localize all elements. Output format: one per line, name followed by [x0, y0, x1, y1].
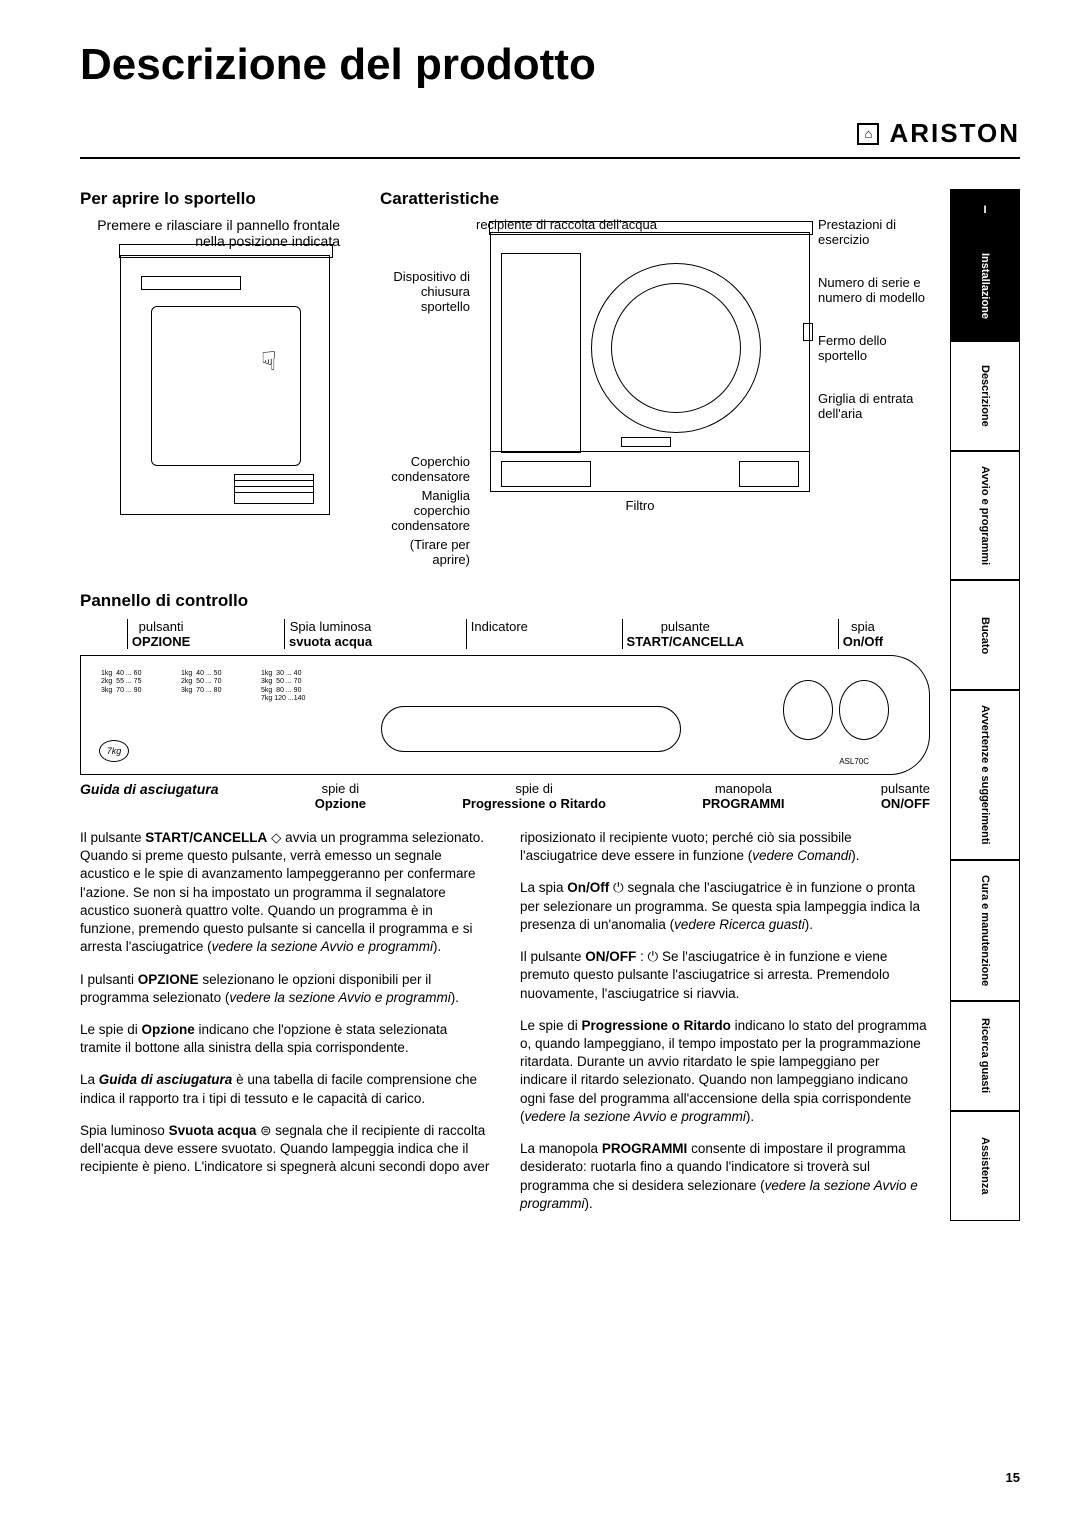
- sidebar-tab-5[interactable]: Avvertenze e suggerimenti: [950, 690, 1020, 860]
- sidebar-tab-7[interactable]: Ricerca guasti: [950, 1001, 1020, 1111]
- machine-front-diagram: ☟: [120, 255, 330, 515]
- control-panel-diagram: 1kg 40 ... 602kg 55 ... 753kg 70 ... 90 …: [80, 655, 930, 775]
- char-right-labels: Prestazioni di esercizio Numero di serie…: [810, 217, 930, 571]
- sidebar-tab-3[interactable]: Avvio e programmi: [950, 451, 1020, 580]
- char-bottom-labels: Filtro: [470, 498, 810, 513]
- door-heading: Per aprire lo sportello: [80, 189, 340, 209]
- sidebar-tab-4[interactable]: Bucato: [950, 580, 1020, 690]
- sidebar-tab-6[interactable]: Cura e manutenzione: [950, 860, 1020, 1001]
- page-number: 15: [1006, 1470, 1020, 1485]
- char-heading: Caratteristiche: [380, 189, 930, 209]
- page-title: Descrizione del prodotto: [80, 40, 1020, 90]
- panel-top-labels: pulsantiOPZIONE Spia luminosasvuota acqu…: [80, 619, 930, 649]
- machine-open-diagram: [490, 232, 810, 492]
- sidebar-tab-8[interactable]: Assistenza: [950, 1111, 1020, 1221]
- sidebar-tab-2[interactable]: Descrizione: [950, 341, 1020, 451]
- brand-name: ARISTON: [889, 118, 1020, 149]
- divider: [80, 157, 1020, 159]
- char-left-labels: Dispositivo di chiusura sportello Coperc…: [380, 217, 470, 571]
- brand-row: ⌂ ARISTON: [80, 118, 1020, 149]
- panel-bottom-labels: Guida di asciugatura spie diOpzione spie…: [80, 781, 930, 811]
- house-icon: ⌂: [857, 123, 879, 145]
- capacity-badge: 7kg: [99, 740, 129, 762]
- panel-heading: Pannello di controllo: [80, 591, 930, 611]
- hand-icon: ☟: [261, 346, 277, 377]
- sidebar-tab-0[interactable]: I: [950, 189, 1020, 231]
- sidebar-tabs: IInstallazioneDescrizioneAvvio e program…: [950, 189, 1020, 1227]
- body-col-left: Il pulsante START/CANCELLA ◇ avvia un pr…: [80, 829, 490, 1227]
- sidebar-tab-1[interactable]: Installazione: [950, 231, 1020, 341]
- model-label: ASL70C: [839, 757, 869, 766]
- body-col-right: riposizionato il recipiente vuoto; perch…: [520, 829, 930, 1227]
